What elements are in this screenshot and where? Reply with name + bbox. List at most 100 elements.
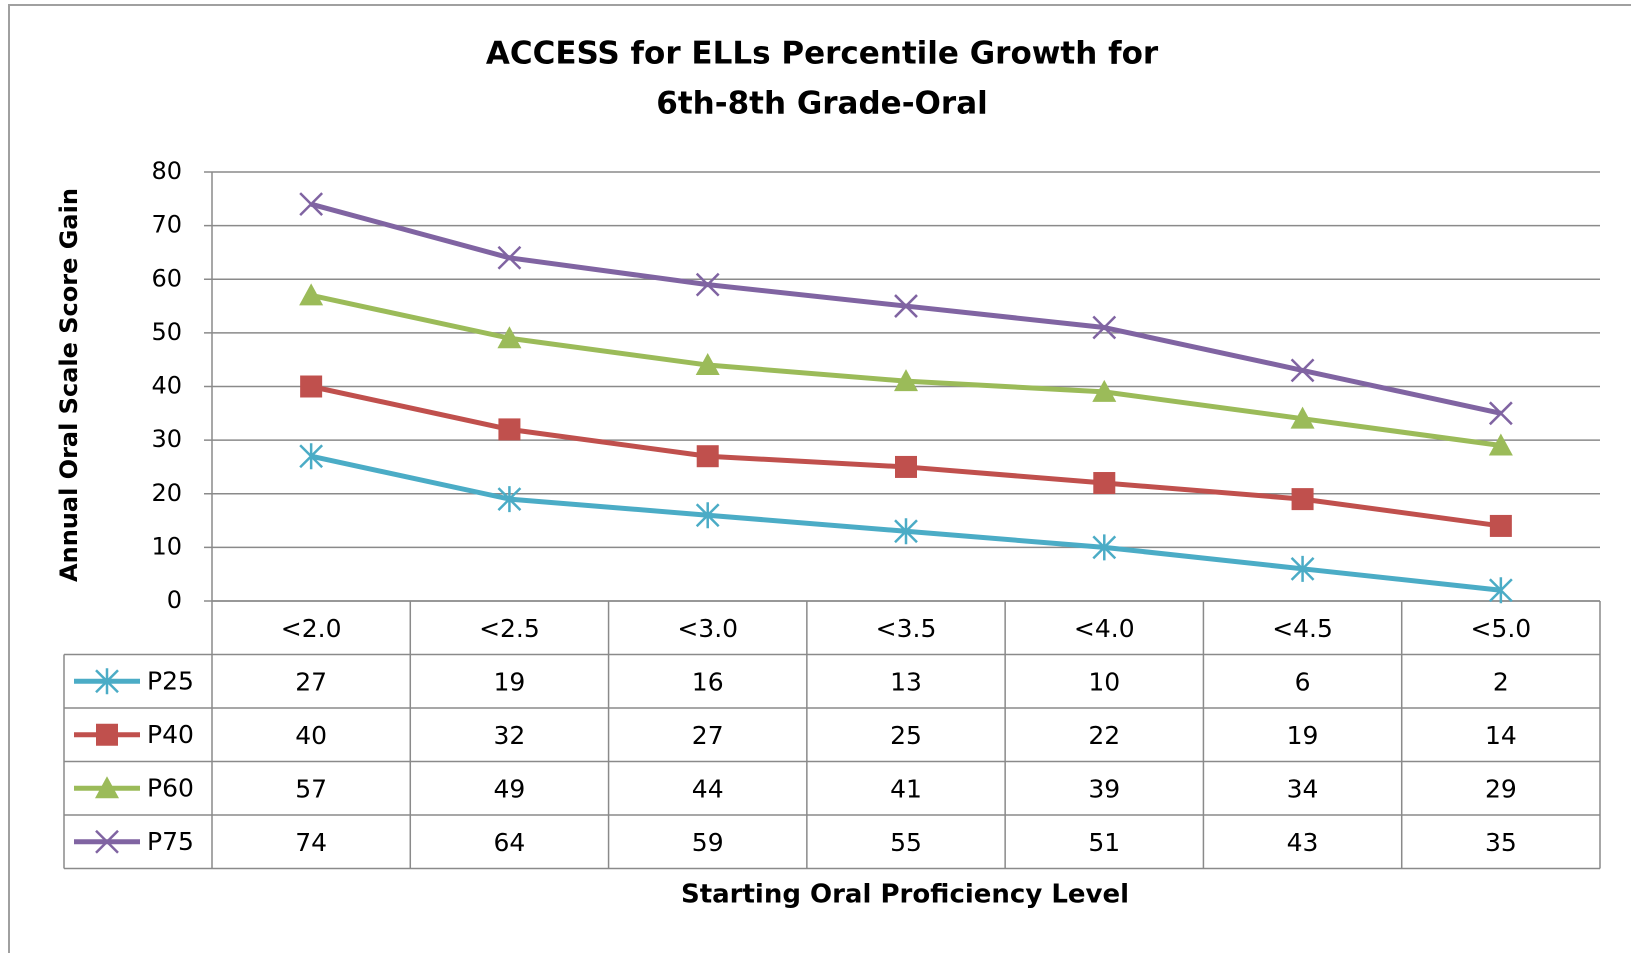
marker-x <box>1488 401 1513 426</box>
table-cell: 49 <box>494 774 526 803</box>
table-cell: 25 <box>890 721 922 750</box>
marker <box>299 283 324 306</box>
marker <box>299 192 324 217</box>
y-tick-label: 50 <box>151 318 182 346</box>
marker-star <box>695 502 720 529</box>
marker-x <box>1290 358 1315 383</box>
legend-marker <box>96 723 118 746</box>
marker-square <box>1291 488 1314 511</box>
x-tick-label: <2.5 <box>479 614 540 643</box>
marker <box>1290 358 1315 383</box>
marker <box>1488 433 1513 456</box>
table-cell: 59 <box>692 828 724 857</box>
table-cell: 41 <box>890 774 922 803</box>
marker <box>1489 514 1512 537</box>
y-tick-label: 0 <box>167 586 182 614</box>
marker <box>894 369 918 392</box>
chart-title: ACCESS for ELLs Percentile Growth for <box>486 36 1159 72</box>
table-cell: 13 <box>890 667 922 696</box>
marker-star <box>299 443 324 470</box>
x-tick-label: <3.5 <box>876 614 937 643</box>
legend-label: P25 <box>147 666 194 695</box>
marker-square <box>300 375 323 398</box>
marker-x <box>695 272 720 297</box>
table-cell: 6 <box>1295 667 1311 696</box>
table-cell: 16 <box>692 667 724 696</box>
marker <box>300 375 323 398</box>
legend-marker <box>95 829 119 854</box>
y-axis-title: Annual Oral Scale Score Gain <box>55 188 83 582</box>
y-tick-label: 10 <box>151 532 182 560</box>
marker <box>498 418 521 441</box>
x-tick-label: <4.5 <box>1272 614 1333 643</box>
marker-star <box>95 668 119 695</box>
marker-star <box>1290 555 1315 582</box>
table-cell: 32 <box>494 721 526 750</box>
marker-triangle <box>1290 406 1315 429</box>
marker-star <box>497 486 522 513</box>
marker-x <box>894 294 918 318</box>
marker-square <box>96 723 118 746</box>
table-cell: 74 <box>295 828 327 857</box>
marker-triangle <box>299 283 324 306</box>
marker-triangle <box>497 326 522 349</box>
marker-triangle <box>1092 379 1117 402</box>
marker <box>497 245 522 270</box>
marker <box>1092 379 1117 402</box>
table-cell: 40 <box>295 721 327 750</box>
marker-star <box>1488 577 1513 604</box>
marker <box>1488 401 1513 426</box>
table-cell: 35 <box>1485 828 1517 857</box>
marker-x <box>299 192 324 217</box>
marker-triangle <box>1488 433 1513 456</box>
marker-x <box>1092 315 1117 340</box>
x-axis-title: Starting Oral Proficiency Level <box>681 880 1129 910</box>
table-cell: 19 <box>1287 721 1319 750</box>
y-tick-label: 80 <box>151 157 182 185</box>
legend-label: P40 <box>147 720 194 749</box>
marker <box>1092 315 1117 340</box>
marker <box>695 502 720 529</box>
legend-marker <box>95 668 119 695</box>
x-tick-label: <4.0 <box>1074 614 1135 643</box>
table-cell: 19 <box>494 667 526 696</box>
y-tick-label: 30 <box>151 425 182 453</box>
marker-square <box>696 445 719 468</box>
marker-star <box>1092 534 1117 561</box>
table-cell: 39 <box>1088 774 1120 803</box>
table-cell: 2 <box>1493 667 1509 696</box>
y-tick-label: 70 <box>151 211 182 239</box>
marker <box>895 455 917 478</box>
marker <box>497 326 522 349</box>
x-tick-label: <2.0 <box>281 614 342 643</box>
marker-square <box>498 418 521 441</box>
table-cell: 64 <box>494 828 526 857</box>
marker-square <box>1489 514 1512 537</box>
marker-x <box>95 829 119 854</box>
marker <box>1488 577 1513 604</box>
marker <box>1093 472 1116 495</box>
table-cell: 55 <box>890 828 922 857</box>
marker <box>1290 406 1315 429</box>
marker <box>696 445 719 468</box>
table-cell: 29 <box>1485 774 1517 803</box>
marker-triangle <box>95 776 119 799</box>
table-cell: 43 <box>1287 828 1319 857</box>
legend-label: P60 <box>147 773 194 802</box>
marker-x <box>497 245 522 270</box>
x-tick-label: <3.0 <box>677 614 738 643</box>
marker-square <box>895 455 917 478</box>
marker <box>1290 555 1315 582</box>
chart-title: 6th-8th Grade-Oral <box>656 86 988 122</box>
table-cell: 27 <box>295 667 327 696</box>
chart-frame <box>8 4 1631 956</box>
marker-triangle <box>695 353 720 376</box>
table-cell: 22 <box>1088 721 1120 750</box>
table-cell: 44 <box>692 774 724 803</box>
legend-label: P75 <box>147 827 194 856</box>
marker <box>894 294 918 318</box>
marker <box>695 272 720 297</box>
y-tick-label: 20 <box>151 479 182 507</box>
legend-marker <box>95 776 119 799</box>
